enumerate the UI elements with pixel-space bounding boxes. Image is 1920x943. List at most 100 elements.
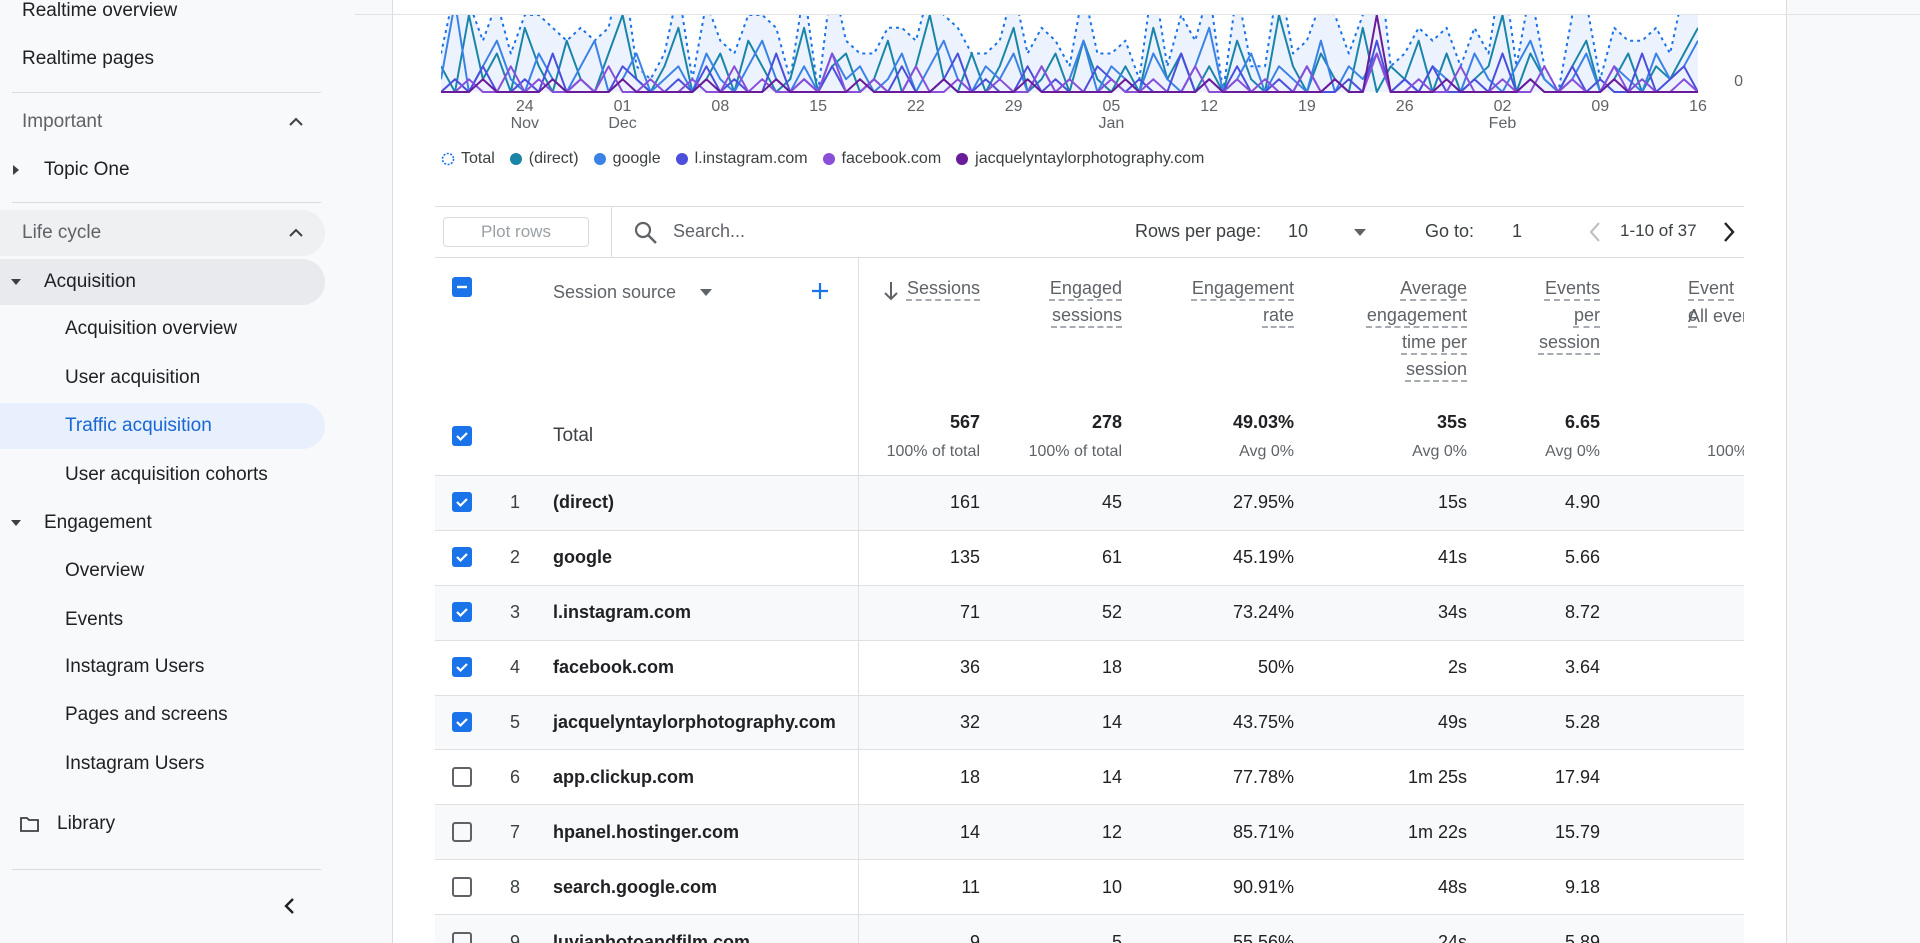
legend-item[interactable]: Total: [441, 149, 495, 169]
column-header-label: Engagement rate: [1191, 278, 1294, 325]
legend-item[interactable]: facebook.com: [822, 149, 942, 169]
x-tick-month: Nov: [511, 115, 539, 132]
nav-item[interactable]: Life cycle: [22, 222, 102, 243]
table-row[interactable]: [435, 585, 1744, 641]
nav-item[interactable]: Important: [22, 111, 103, 132]
row-checkbox[interactable]: [452, 766, 472, 787]
nav-item[interactable]: Acquisition: [44, 271, 136, 292]
column-header[interactable]: Engagement rate: [1174, 275, 1294, 329]
x-tick-label: 16: [1689, 98, 1707, 115]
row-checkbox[interactable]: [452, 547, 472, 568]
nav-item[interactable]: Instagram Users: [65, 753, 205, 774]
row-checkbox[interactable]: [452, 821, 472, 842]
legend-dot: [675, 153, 688, 165]
nav-item[interactable]: Overview: [65, 560, 145, 581]
table-row[interactable]: [435, 476, 1744, 531]
dimension-dropdown[interactable]: [700, 288, 712, 296]
legend-label: facebook.com: [841, 150, 942, 167]
search-input[interactable]: Search...: [673, 221, 746, 241]
row-checkbox[interactable]: [452, 876, 472, 897]
row-source[interactable]: luviaphotoandfilm.com: [553, 931, 751, 943]
nav-item[interactable]: User acquisition: [65, 367, 201, 388]
row-checkbox[interactable]: [452, 931, 472, 943]
expand-arrow[interactable]: [10, 517, 22, 529]
row-checkbox[interactable]: [452, 492, 472, 513]
nav-item[interactable]: Library: [57, 813, 116, 834]
x-tick-label: 24: [516, 98, 534, 115]
total-checkbox[interactable]: [452, 426, 472, 446]
check-mark: [456, 498, 468, 508]
row-source[interactable]: google: [553, 547, 612, 568]
rows-per-page-value[interactable]: 10: [1288, 221, 1309, 241]
collapse-chevron[interactable]: [286, 112, 306, 132]
nav-item[interactable]: Realtime overview: [22, 0, 178, 21]
nav-item[interactable]: Traffic acquisition: [65, 415, 212, 436]
x-tick-month: Dec: [608, 115, 636, 132]
nav-item[interactable]: User acquisition cohorts: [65, 464, 268, 485]
x-tick-label: 01: [614, 98, 632, 115]
nav-item[interactable]: Topic One: [44, 159, 130, 180]
row-source[interactable]: l.instagram.com: [553, 602, 692, 623]
total-label: Total: [553, 425, 594, 446]
plot-rows-button[interactable]: Plot rows: [443, 217, 589, 247]
select-all-checkbox[interactable]: [452, 277, 472, 297]
column-header[interactable]: Engaged sessions: [1022, 275, 1122, 329]
row-value: 48s: [1437, 876, 1467, 897]
nav-item[interactable]: Events: [65, 609, 124, 630]
prev-page[interactable]: [1585, 220, 1605, 244]
row-source[interactable]: (direct): [553, 492, 615, 513]
row-source[interactable]: search.google.com: [553, 876, 718, 897]
goto-value[interactable]: 1: [1512, 221, 1523, 241]
legend-item[interactable]: l.instagram.com: [675, 149, 808, 169]
legend-item[interactable]: google: [593, 149, 661, 169]
expand-arrow[interactable]: [10, 276, 22, 288]
column-header[interactable]: Event c: [1688, 275, 1744, 329]
table-row[interactable]: [435, 915, 1744, 943]
row-source[interactable]: app.clickup.com: [553, 766, 695, 787]
row-source[interactable]: hpanel.hostinger.com: [553, 821, 740, 842]
nav-item[interactable]: Pages and screens: [65, 704, 228, 725]
nav-item[interactable]: Engagement: [44, 512, 152, 533]
column-header[interactable]: Sessions: [870, 275, 980, 302]
expand-arrow[interactable]: [10, 164, 22, 176]
legend-item[interactable]: (direct): [509, 149, 579, 169]
dimension-header[interactable]: Session source: [553, 282, 677, 302]
table-row[interactable]: [435, 860, 1744, 916]
x-tick-label: 12: [1200, 98, 1218, 115]
nav-item[interactable]: Instagram Users: [65, 656, 205, 677]
row-value: 90.91%: [1232, 876, 1294, 897]
row-rank: 9: [509, 931, 520, 943]
add-dimension[interactable]: [810, 281, 830, 301]
column-header[interactable]: Events per session: [1520, 275, 1600, 356]
x-tick-label: 15: [809, 98, 827, 115]
table-row[interactable]: [435, 640, 1744, 696]
collapse-button[interactable]: [278, 894, 302, 918]
row-checkbox[interactable]: [452, 657, 472, 678]
legend-label: Total: [461, 150, 495, 167]
x-tick-label: 09: [1591, 98, 1609, 115]
column-header-label: Event c: [1688, 278, 1735, 325]
row-checkbox[interactable]: [452, 602, 472, 623]
dropdown-arrow[interactable]: [1353, 227, 1367, 237]
column-header[interactable]: Average engagement time per session: [1347, 275, 1467, 383]
nav-item[interactable]: Acquisition overview: [65, 318, 238, 339]
row-value: 9.18: [1564, 876, 1600, 897]
nav-item[interactable]: Realtime pages: [22, 48, 155, 69]
table-row[interactable]: [435, 805, 1744, 861]
table-row[interactable]: [435, 750, 1744, 806]
legend-item[interactable]: jacquelyntaylorphotography.com: [955, 149, 1204, 169]
row-source[interactable]: jacquelyntaylorphotography.com: [553, 712, 836, 733]
row-source[interactable]: facebook.com: [553, 657, 675, 678]
row-border: [435, 475, 1744, 476]
total-sub: Avg 0%: [1239, 443, 1294, 460]
total-sub: 100% of total: [886, 443, 980, 460]
next-page[interactable]: [1719, 220, 1739, 244]
table-row[interactable]: [435, 695, 1744, 751]
row-checkbox[interactable]: [452, 712, 472, 733]
row-rank: 2: [509, 547, 520, 568]
table-row[interactable]: [435, 530, 1744, 586]
divider: [12, 202, 321, 203]
column-divider: [858, 258, 859, 943]
collapse-chevron[interactable]: [286, 223, 306, 243]
plot-area: [441, 15, 1698, 93]
